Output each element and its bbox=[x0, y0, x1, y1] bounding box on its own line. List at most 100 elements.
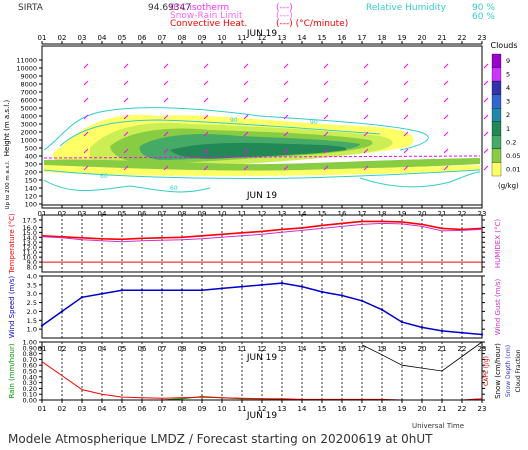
y-axis-label-right: HUMIDEX (°C) bbox=[494, 219, 502, 268]
y-axis-label-5: Cloud Fraction bbox=[515, 349, 522, 392]
series-point bbox=[340, 294, 344, 297]
hour-label: 21 bbox=[438, 34, 447, 42]
hour-label: 21 bbox=[438, 405, 447, 413]
height-tick-label: 3000 bbox=[20, 121, 37, 129]
wind-barb bbox=[403, 165, 409, 171]
wind-barb bbox=[323, 165, 329, 171]
y-tick-label: 14.0 bbox=[23, 234, 37, 242]
wind-barb bbox=[483, 165, 489, 171]
height-tick-label: 150 bbox=[25, 177, 37, 185]
colorbar-swatch bbox=[491, 53, 502, 68]
precipitation-panel: 1.000.900.800.700.600.500.400.300.200.10… bbox=[8, 339, 522, 405]
wind-barb bbox=[203, 114, 209, 120]
hour-label-precip: 09 bbox=[198, 345, 207, 353]
series-point bbox=[40, 324, 44, 327]
colorbar-swatch bbox=[491, 94, 502, 109]
y-tick-label: 1.00 bbox=[23, 339, 37, 347]
hour-label: 22 bbox=[458, 405, 467, 413]
hour-label: 15 bbox=[318, 210, 327, 218]
hour-label: 05 bbox=[118, 210, 127, 218]
hour-label: 09 bbox=[198, 405, 207, 413]
hour-label: 19 bbox=[398, 34, 407, 42]
colorbar-tick: 1 bbox=[506, 125, 510, 133]
series-point bbox=[80, 296, 84, 299]
hour-label-precip: 04 bbox=[98, 345, 107, 353]
hour-label-precip: 15 bbox=[318, 345, 327, 353]
wind-barb bbox=[123, 131, 129, 137]
hour-label: 05 bbox=[118, 34, 127, 42]
series-point bbox=[280, 281, 284, 285]
height-tick-label: 100 bbox=[25, 201, 37, 209]
height-tick-label: 2000 bbox=[20, 129, 37, 137]
y-tick-label: 0.10 bbox=[23, 391, 37, 399]
y-axis-label-4: Snow Depth (cm) bbox=[505, 345, 512, 397]
wind-barb bbox=[483, 131, 489, 137]
hour-label: 21 bbox=[438, 210, 447, 218]
hour-label: 14 bbox=[298, 210, 307, 218]
rh-contour-label: 90 bbox=[230, 117, 238, 124]
height-tick-label: 8000 bbox=[20, 81, 37, 89]
hour-label: 20 bbox=[418, 34, 427, 42]
colorbar-tick: 0.05 bbox=[506, 152, 520, 160]
height-tick-label: 11000 bbox=[16, 57, 37, 65]
hour-label: 18 bbox=[378, 210, 387, 218]
colorbar-tick: 4 bbox=[506, 84, 510, 92]
colorbar-unit: (g/kg) bbox=[498, 182, 519, 190]
wind-barb bbox=[243, 165, 249, 171]
rh-contour-3 bbox=[43, 179, 211, 193]
hour-label-precip: 05 bbox=[118, 345, 127, 353]
series-line-1 bbox=[41, 222, 483, 243]
wind-barb bbox=[203, 63, 209, 69]
wind-barb bbox=[443, 97, 449, 103]
colorbar-tick: 0.01 bbox=[506, 165, 520, 173]
series-point bbox=[360, 299, 364, 302]
wind-barb bbox=[363, 63, 369, 69]
y-tick-label: 4.0 bbox=[27, 273, 37, 281]
hour-label: 17 bbox=[358, 210, 367, 218]
series-point bbox=[120, 288, 124, 292]
wind-barb bbox=[483, 63, 489, 69]
date-label-precip: JUN 19 bbox=[246, 353, 278, 363]
wind-barb bbox=[323, 131, 329, 137]
wind-barb bbox=[283, 80, 289, 86]
hour-label: 23 bbox=[478, 34, 487, 42]
y-tick-label: 2.0 bbox=[27, 308, 37, 316]
y-axis-label-3: CAPE (J/g) bbox=[483, 356, 490, 386]
height-tick-label: 10000 bbox=[16, 65, 37, 73]
colorbar-tick: 0.2 bbox=[506, 138, 516, 146]
hour-label: 06 bbox=[138, 210, 147, 218]
wind-barb bbox=[483, 97, 489, 103]
wind-barb bbox=[363, 148, 369, 154]
series-point bbox=[240, 285, 244, 288]
wind-barb bbox=[83, 114, 89, 120]
series-point bbox=[200, 288, 204, 292]
wind-barb bbox=[123, 114, 129, 120]
header-legend: 0°C isotherm (---) Snow-Rain Limit (---) Con… bbox=[170, 3, 348, 29]
hour-label-precip: 08 bbox=[178, 345, 187, 353]
wind-barb bbox=[163, 114, 169, 120]
hour-label: 08 bbox=[178, 34, 187, 42]
y-tick-label: 17.5 bbox=[23, 216, 37, 224]
rh-contour-1 bbox=[59, 119, 381, 147]
hour-label: 03 bbox=[78, 34, 87, 42]
series-point bbox=[460, 331, 464, 334]
wind-barb bbox=[163, 165, 169, 171]
hour-label: 14 bbox=[298, 34, 307, 42]
legend-sym-2: (---) (°C/minute) bbox=[276, 19, 348, 29]
hour-label-precip: 20 bbox=[418, 345, 427, 353]
height-tick-label: 6000 bbox=[20, 97, 37, 105]
colorbar-tick: 2 bbox=[506, 111, 510, 119]
wind-barb bbox=[363, 165, 369, 171]
hour-label-precip: 12 bbox=[258, 345, 267, 353]
colorbar-title: Clouds bbox=[490, 41, 517, 50]
y-tick-label: 0.30 bbox=[23, 379, 37, 387]
wind-panel: 4.03.53.02.52.01.51.0 Wind Speed (m/s) Win… bbox=[8, 273, 502, 339]
hour-label-precip: 19 bbox=[398, 345, 407, 353]
hour-label-precip: 07 bbox=[158, 345, 167, 353]
hour-label: 12 bbox=[258, 34, 267, 42]
hour-label: 01 bbox=[38, 405, 47, 413]
hour-label: 08 bbox=[178, 210, 187, 218]
y-tick-label: 15.0 bbox=[23, 229, 37, 237]
colorbar-swatch bbox=[491, 135, 502, 150]
isotherm-line bbox=[43, 155, 481, 159]
